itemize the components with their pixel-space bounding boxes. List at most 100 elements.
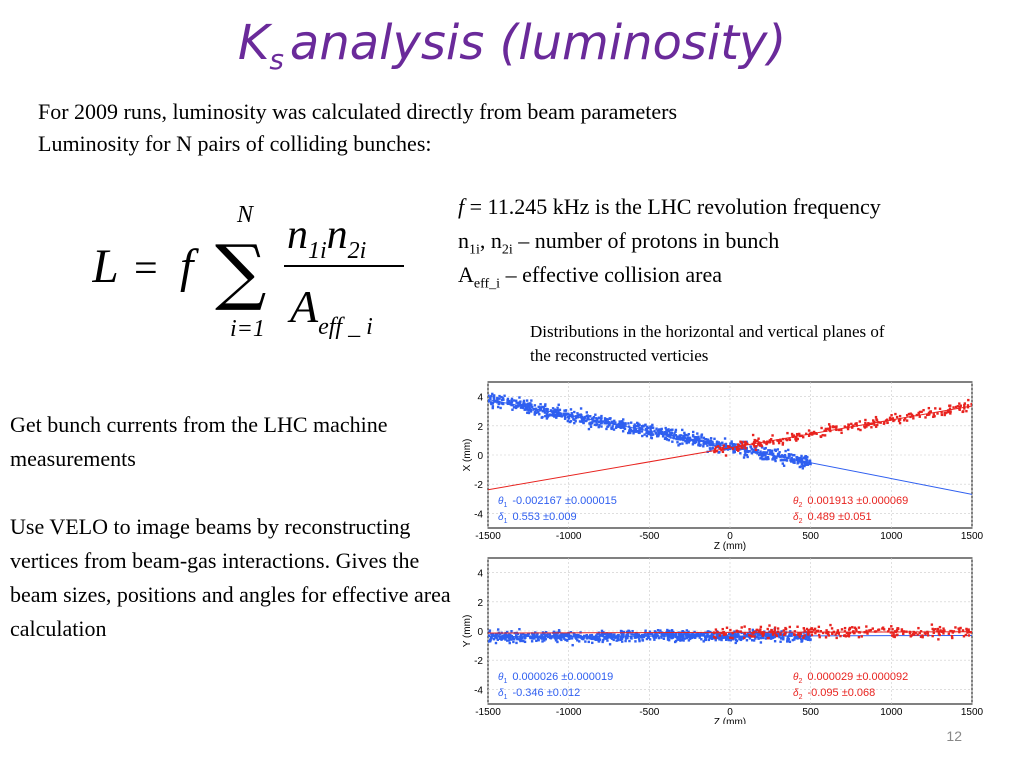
vertex-point-beam1 [497, 402, 500, 406]
vertex-point-beam2 [799, 632, 802, 635]
vertex-point-beam1 [600, 629, 604, 633]
vertex-point-beam1 [509, 633, 512, 637]
y-tick-label: -4 [474, 509, 483, 520]
vertex-point-beam2 [931, 634, 934, 638]
vertex-point-beam1 [526, 634, 529, 637]
vertex-point-beam1 [773, 458, 777, 461]
vertex-point-beam1 [507, 399, 511, 403]
vertex-point-beam1 [530, 632, 534, 635]
vertex-point-beam2 [759, 441, 762, 445]
vertex-point-beam1 [806, 461, 809, 464]
vertex-point-beam1 [511, 408, 514, 411]
fit-line-beam2 [488, 405, 972, 491]
vertex-point-beam1 [552, 413, 555, 416]
x-tick-label: -1000 [556, 707, 582, 718]
beam2-delta-annotation: δ2 -0.095 ±0.068 [793, 687, 875, 701]
vertex-point-beam2 [888, 627, 891, 631]
vertex-point-beam1 [604, 637, 607, 640]
vertex-point-beam2 [866, 632, 869, 635]
vertex-point-beam1 [593, 423, 597, 426]
vertex-point-beam2 [786, 431, 789, 435]
vertex-point-beam1 [787, 637, 791, 641]
vertex-point-beam1 [613, 419, 616, 423]
vertex-point-beam1 [489, 401, 492, 404]
vertex-point-beam1 [595, 638, 598, 641]
vertex-point-beam1 [687, 639, 691, 642]
vertex-point-beam2 [867, 423, 870, 427]
vertex-point-beam2 [949, 404, 952, 407]
vertex-point-beam1 [774, 459, 777, 463]
vertex-point-beam1 [554, 639, 558, 642]
vertex-point-beam2 [914, 631, 917, 634]
vertex-point-beam1 [786, 636, 790, 639]
vertex-point-beam2 [877, 628, 881, 631]
vertex-point-beam1 [746, 632, 749, 636]
vertex-point-beam1 [705, 635, 708, 639]
beam2-theta-value: 0.001913 ±0.000069 [807, 495, 908, 507]
vertex-point-beam1 [633, 424, 636, 428]
vertex-point-beam1 [640, 427, 644, 431]
vertex-point-beam2 [920, 410, 923, 414]
vertex-point-beam1 [706, 632, 709, 635]
vertex-point-beam2 [848, 631, 852, 635]
vertex-point-beam1 [768, 452, 772, 455]
vertex-point-beam1 [625, 635, 628, 639]
vertex-point-beam1 [606, 634, 609, 637]
def-a-sub: eff_i [473, 276, 501, 292]
vertex-point-beam1 [592, 415, 596, 419]
vertex-point-beam2 [932, 413, 936, 416]
vertex-point-beam1 [550, 636, 553, 639]
vertex-point-beam2 [931, 627, 934, 631]
vertex-point-beam1 [582, 636, 586, 639]
vertex-point-beam2 [736, 630, 739, 633]
vertex-point-beam1 [760, 446, 764, 449]
vertex-point-beam2 [766, 636, 770, 640]
vertex-point-beam1 [686, 631, 689, 635]
vertex-point-beam1 [633, 427, 636, 431]
vertex-point-beam1 [557, 403, 560, 406]
vertex-point-beam1 [623, 426, 626, 430]
vertex-point-beam1 [555, 413, 559, 417]
vertex-point-beam1 [642, 425, 645, 428]
beam1-theta-symbol: θ [498, 672, 504, 683]
vertex-point-beam1 [532, 408, 535, 411]
vertex-point-beam1 [563, 409, 566, 412]
vertex-point-beam1 [611, 420, 614, 424]
vertex-point-beam1 [772, 454, 776, 458]
vertex-point-beam1 [780, 637, 783, 640]
beam1-theta-value: 0.000026 ±0.000019 [512, 671, 613, 683]
vertex-point-beam1 [632, 430, 635, 433]
vertex-point-beam1 [536, 632, 539, 635]
vertex-point-beam1 [794, 635, 797, 639]
vertex-point-beam1 [598, 638, 602, 641]
vertex-point-beam2 [785, 438, 789, 442]
vertex-point-beam2 [918, 415, 921, 418]
title-subscript: s [269, 43, 284, 76]
vertex-point-beam1 [776, 633, 780, 636]
vertex-point-beam1 [552, 630, 556, 633]
vertex-point-beam1 [508, 641, 511, 645]
beam2-theta-value: 0.000029 ±0.000092 [807, 671, 908, 683]
vertex-point-beam2 [781, 441, 785, 445]
vertex-point-beam2 [966, 631, 969, 634]
vertex-point-beam2 [918, 410, 922, 414]
distribution-caption: Distributions in the horizontal and vert… [530, 322, 885, 365]
vertex-point-beam1 [677, 437, 681, 441]
vertex-point-beam2 [776, 627, 780, 630]
vertex-point-beam1 [739, 452, 742, 455]
vertex-point-beam1 [629, 431, 632, 435]
vertex-point-beam2 [889, 417, 892, 421]
vertex-point-beam1 [803, 456, 807, 460]
vertex-point-beam1 [577, 634, 580, 638]
vertex-point-beam2 [905, 414, 909, 417]
vertex-point-beam2 [803, 634, 806, 637]
vertex-point-beam1 [510, 403, 513, 407]
vertex-point-beam2 [796, 625, 799, 628]
vertex-point-beam1 [594, 634, 598, 637]
vertex-point-beam1 [769, 637, 773, 640]
vertex-point-beam2 [855, 629, 858, 632]
vertex-point-beam1 [544, 403, 547, 406]
vertex-point-beam2 [740, 626, 743, 629]
vertex-point-beam2 [843, 626, 847, 630]
vertex-point-beam1 [598, 633, 602, 637]
